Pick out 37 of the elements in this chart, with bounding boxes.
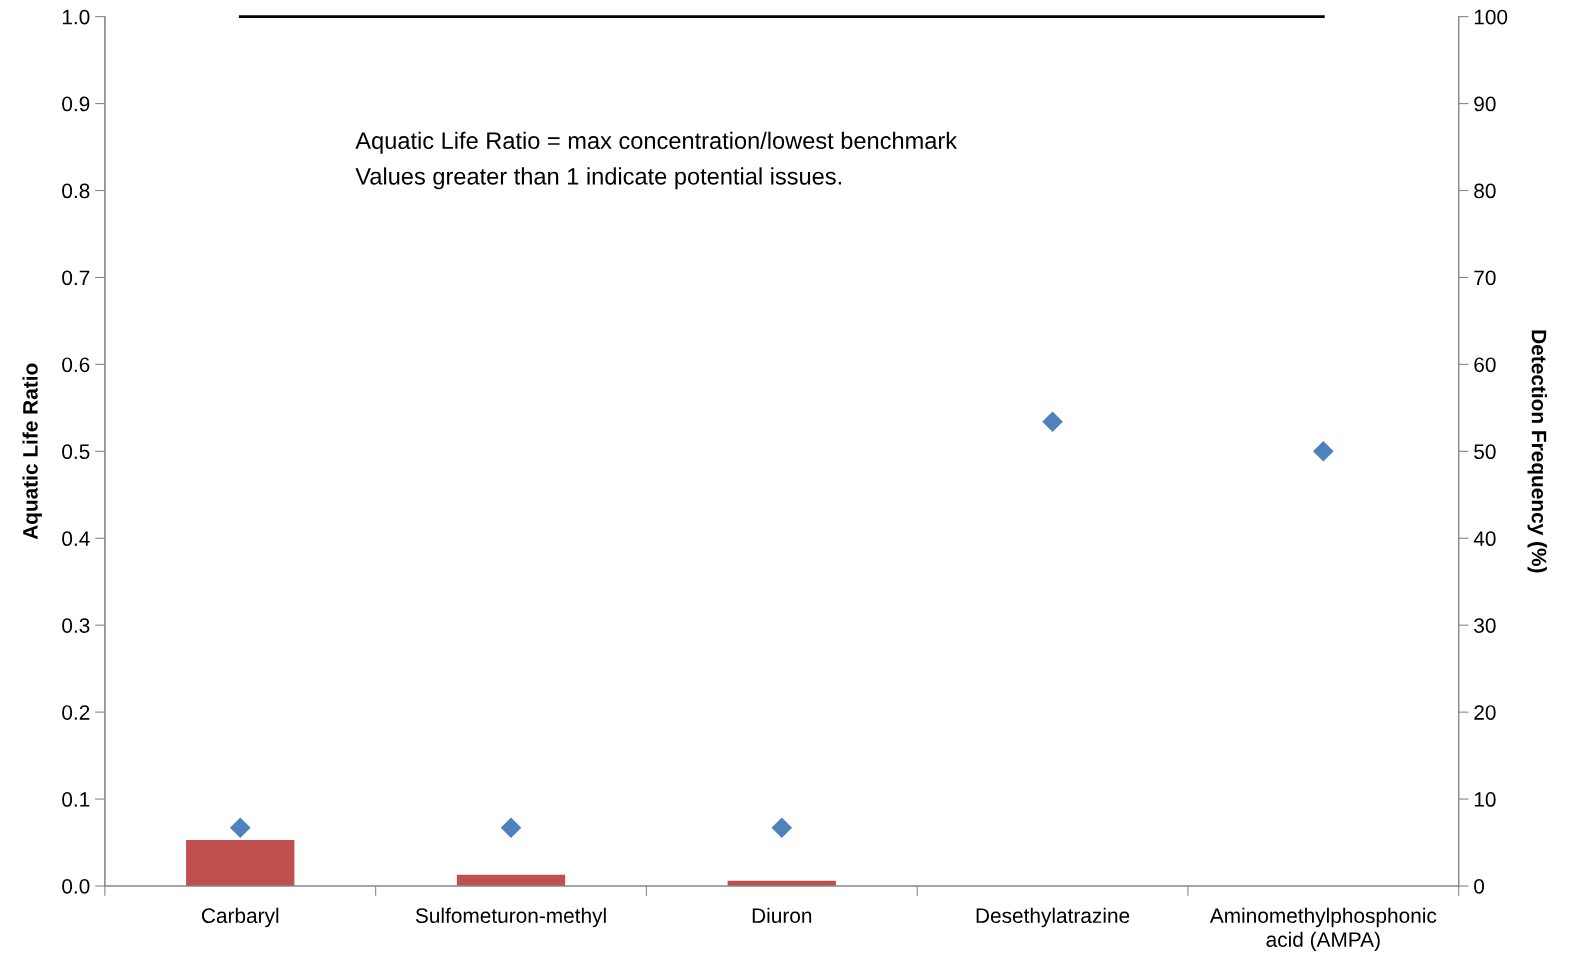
y2-tick-label: 50 [1474, 444, 1496, 460]
y2-tick-label: 10 [1474, 792, 1496, 807]
point [771, 817, 793, 839]
y2-tick-label: 70 [1474, 270, 1496, 286]
y2-tick-label: 40 [1473, 531, 1496, 547]
point [1313, 441, 1334, 462]
x-tick-label: Desethylatrazine [976, 907, 1130, 928]
y2-axis-title: Detection Frequency (%) [1527, 330, 1547, 573]
x-tick-label: Aminomethylphosphonic acid (AMPA) [1209, 907, 1437, 952]
y-tick-label: 0.8 [62, 183, 90, 199]
point [500, 817, 522, 839]
y2-tick-label: 20 [1474, 705, 1496, 720]
y-tick-label: 0.0 [62, 879, 90, 894]
y2-tick-label: 90 [1474, 96, 1496, 112]
point [1042, 411, 1063, 433]
bar [186, 839, 295, 886]
annotation: Values greater than 1 indicate potential issues. [355, 167, 842, 190]
y-tick-label: 0.1 [62, 792, 90, 807]
y-tick-label: 0.3 [62, 618, 90, 633]
y2-tick-label: 80 [1474, 183, 1496, 199]
y-axis-title: Aquatic Life Ratio [22, 363, 42, 540]
annotation: Aquatic Life Ratio = max concentration/lowest benchmark [355, 131, 958, 154]
y2-tick-label: 30 [1474, 618, 1496, 633]
x-tick-label: Diuron [752, 907, 812, 924]
point [229, 817, 251, 839]
y2-tick-label: 60 [1474, 357, 1496, 373]
x-tick-label: Carbaryl [201, 907, 279, 928]
y-tick-label: 0.6 [62, 357, 90, 373]
y-tick-label: 0.5 [62, 444, 90, 460]
x-tick-label: Sulfometuron-methyl [415, 907, 606, 928]
y-tick-label: 0.7 [62, 270, 90, 286]
y-tick-label: 0.4 [62, 531, 90, 547]
y-tick-label: 0.2 [62, 705, 90, 720]
y-tick-label: 1.0 [62, 9, 90, 25]
y2-tick-label: 100 [1474, 9, 1508, 25]
y2-tick-label: 0 [1474, 879, 1485, 894]
y-tick-label: 0.9 [62, 96, 90, 112]
